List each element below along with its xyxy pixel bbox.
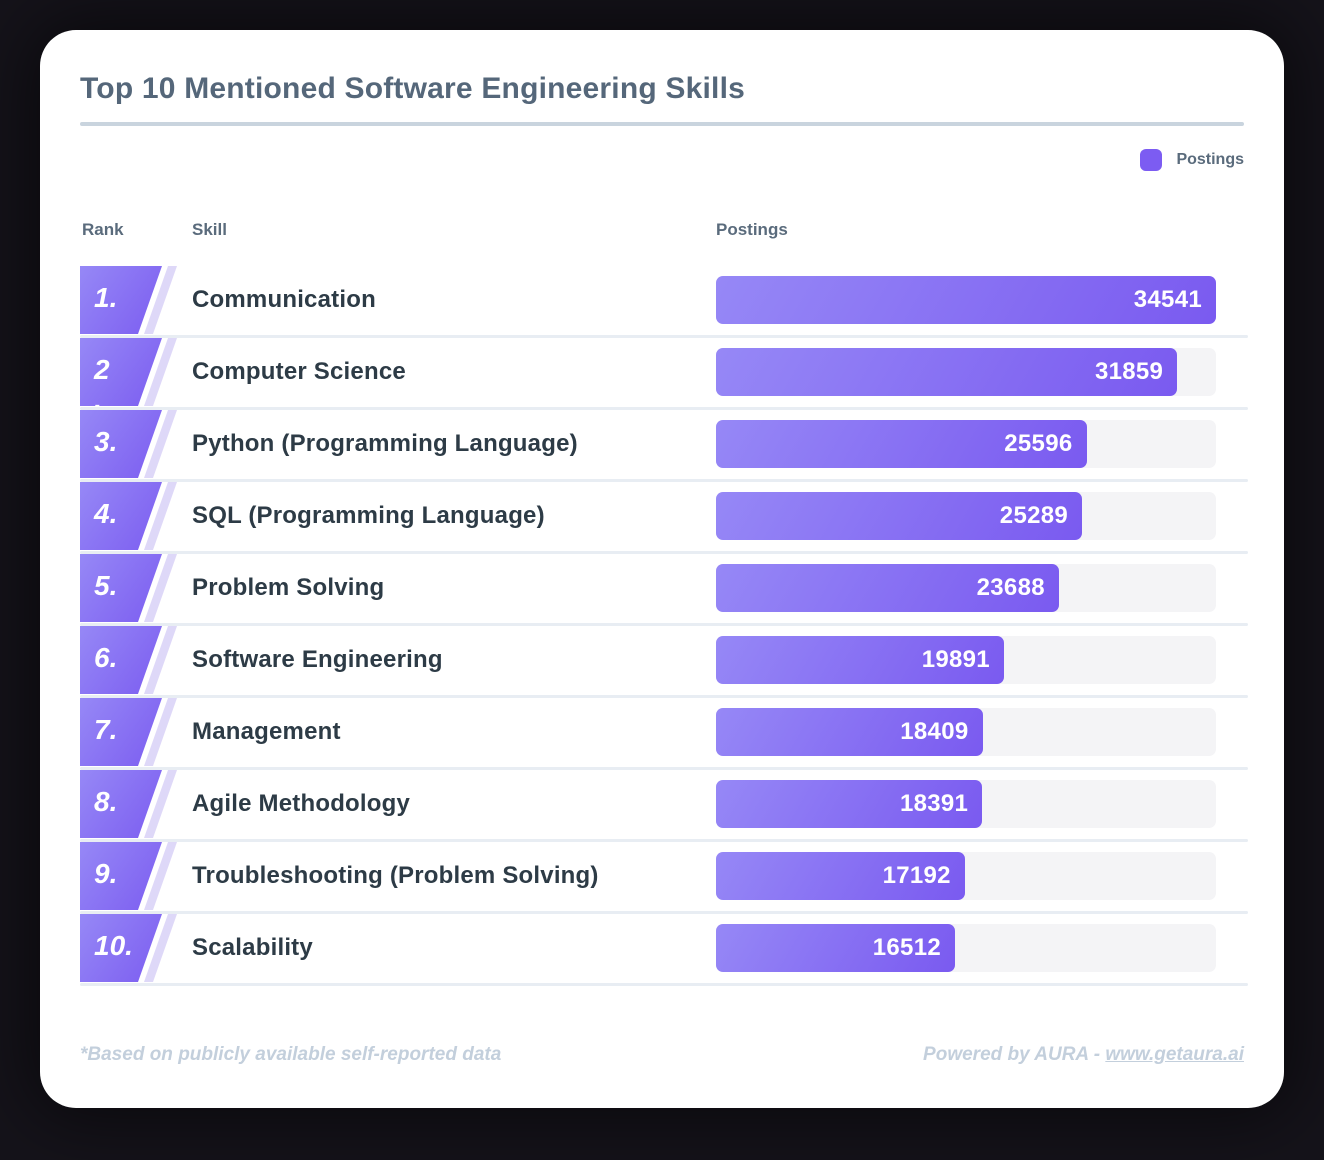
rank-badge: 4. [80, 482, 184, 550]
rank-label: 6. [94, 642, 118, 673]
bar-track: 17192 [716, 852, 1216, 900]
postings-bar: 16512 [716, 924, 955, 972]
skill-label: Communication [192, 286, 376, 313]
postings-bar: 18391 [716, 780, 983, 828]
bar-track: 18409 [716, 708, 1216, 756]
page-title: Top 10 Mentioned Software Engineering Sk… [80, 72, 746, 105]
skill-label: Scalability [192, 934, 313, 961]
skill-label: Python (Programming Language) [192, 430, 578, 457]
column-headers: Rank Skill Postings [80, 220, 1244, 242]
table-row: 2 . Computer Science 31859 [80, 338, 1248, 410]
rank-badge: 8. [80, 770, 184, 838]
legend-swatch-postings [1140, 149, 1163, 171]
postings-value: 34541 [1133, 286, 1202, 313]
bar-track: 31859 [716, 348, 1216, 396]
skills-table: 1. Communication 34541 2 . Computer Scie… [80, 266, 1248, 986]
table-row: 6. Software Engineering 19891 [80, 626, 1248, 698]
table-row: 9. Troubleshooting (Problem Solving) 171… [80, 842, 1248, 914]
rank-badge: 6. [80, 626, 184, 694]
skill-label: Problem Solving [192, 574, 385, 601]
bar-track: 23688 [716, 564, 1216, 612]
postings-value: 16512 [872, 934, 941, 961]
footer: *Based on publicly available self-report… [80, 1044, 1244, 1066]
bar-track: 18391 [716, 780, 1216, 828]
rank-badge: 3. [80, 410, 184, 478]
postings-bar: 34541 [716, 276, 1216, 324]
skill-label: Troubleshooting (Problem Solving) [192, 862, 599, 889]
postings-value: 25289 [999, 502, 1069, 529]
postings-bar: 19891 [716, 636, 1004, 684]
table-row: 1. Communication 34541 [80, 266, 1248, 338]
postings-bar: 31859 [716, 348, 1178, 396]
rank-label: 10. [94, 930, 133, 961]
postings-bar: 17192 [716, 852, 965, 900]
bar-track: 34541 [716, 276, 1216, 324]
bar-track: 19891 [716, 636, 1216, 684]
rank-badge: 10. [80, 914, 184, 982]
rank-badge: 5. [80, 554, 184, 622]
legend-label: Postings [1176, 151, 1244, 168]
column-header-rank: Rank [82, 220, 124, 239]
rank-label: 9. [94, 858, 118, 889]
skill-label: Management [192, 718, 341, 745]
rank-badge: 2 . [80, 338, 184, 406]
column-header-skill: Skill [192, 220, 227, 239]
postings-bar: 25596 [716, 420, 1087, 468]
rank-label: 2 . [94, 354, 110, 407]
table-row: 3. Python (Programming Language) 25596 [80, 410, 1248, 482]
table-row: 5. Problem Solving 23688 [80, 554, 1248, 626]
postings-value: 25596 [1004, 430, 1073, 457]
rank-label: 4. [94, 498, 118, 529]
postings-value: 31859 [1094, 358, 1164, 385]
bar-track: 25596 [716, 420, 1216, 468]
legend: Postings [80, 148, 1244, 172]
getaura-link[interactable]: www.getaura.ai [1105, 1044, 1244, 1065]
skill-label: Agile Methodology [192, 790, 411, 817]
postings-value: 23688 [976, 574, 1045, 601]
powered-by: Powered by AURA - www.getaura.ai [923, 1044, 1244, 1066]
bar-track: 16512 [716, 924, 1216, 972]
column-header-postings: Postings [716, 220, 788, 239]
skill-label: Software Engineering [192, 646, 443, 673]
postings-value: 17192 [882, 862, 951, 889]
rank-label: 1. [94, 282, 118, 313]
table-row: 10. Scalability 16512 [80, 914, 1248, 986]
rank-badge: 1. [80, 266, 184, 334]
table-row: 7. Management 18409 [80, 698, 1248, 770]
chart-card: Top 10 Mentioned Software Engineering Sk… [40, 30, 1284, 1108]
postings-bar: 23688 [716, 564, 1059, 612]
footnote: *Based on publicly available self-report… [80, 1044, 502, 1065]
rank-badge: 9. [80, 842, 184, 910]
skill-label: Computer Science [192, 358, 406, 385]
rank-badge: 7. [80, 698, 184, 766]
postings-value: 19891 [921, 646, 990, 673]
rank-label: 7. [94, 714, 118, 745]
rank-label: 8. [94, 786, 118, 817]
powered-by-text: Powered by AURA - [923, 1044, 1106, 1065]
table-row: 8. Agile Methodology 18391 [80, 770, 1248, 842]
postings-bar: 25289 [716, 492, 1083, 540]
rank-label: 3. [94, 426, 118, 457]
skill-label: SQL (Programming Language) [192, 502, 545, 529]
postings-value: 18391 [899, 790, 969, 817]
postings-bar: 18409 [716, 708, 983, 756]
table-row: 4. SQL (Programming Language) 25289 [80, 482, 1248, 554]
bar-track: 25289 [716, 492, 1216, 540]
title-divider [80, 122, 1244, 126]
rank-label: 5. [94, 570, 118, 601]
postings-value: 18409 [900, 718, 969, 745]
